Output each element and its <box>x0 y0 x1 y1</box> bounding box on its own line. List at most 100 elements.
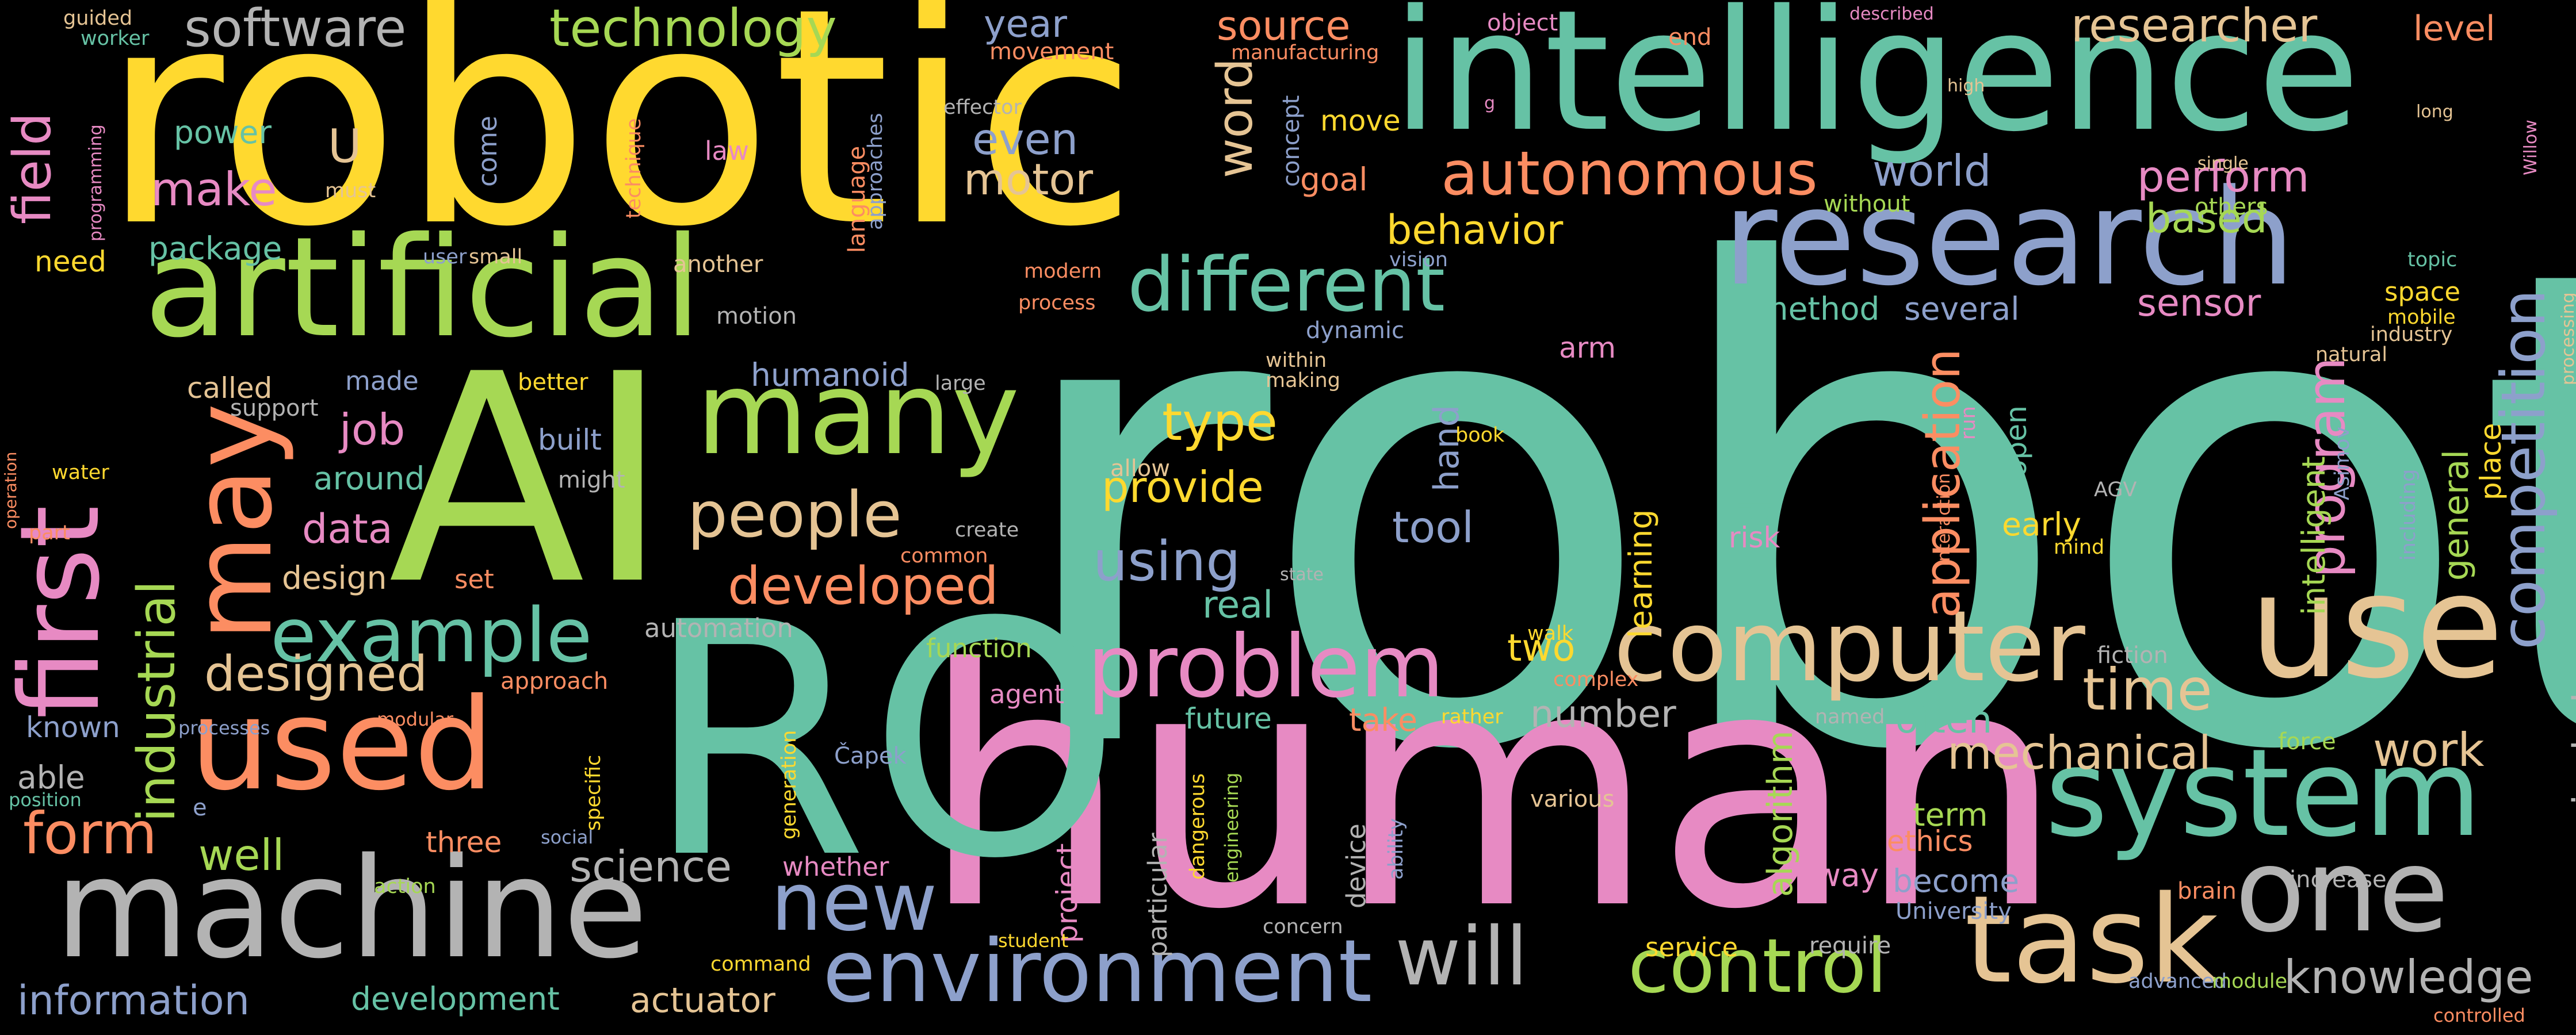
word-approach: approach <box>500 668 609 695</box>
word-package: package <box>148 230 282 267</box>
word-well: well <box>198 830 285 880</box>
word-place: place <box>2474 423 2508 500</box>
word-used: used <box>190 671 495 818</box>
word-advanced: advanced <box>2128 970 2227 993</box>
word-form: form <box>23 800 158 867</box>
word-data: data <box>302 505 393 553</box>
word-actuator: actuator <box>630 980 775 1021</box>
word-complex: complex <box>1553 668 1639 691</box>
word-type: type <box>1162 392 1278 453</box>
word-known: known <box>26 711 120 744</box>
word-designed: designed <box>204 646 428 703</box>
word-book: book <box>1455 424 1505 447</box>
word-worker: worker <box>81 27 150 50</box>
word-various: various <box>1530 786 1615 812</box>
word-command: command <box>710 953 811 976</box>
word-programming: programming <box>86 124 106 241</box>
word-researcher: researcher <box>2071 0 2318 52</box>
word-word: word <box>1207 58 1264 178</box>
word-particular: particular <box>1142 833 1173 957</box>
word-approaches: approaches <box>864 113 887 230</box>
word-need: need <box>35 245 106 278</box>
word-goal: goal <box>1300 161 1368 198</box>
word-device: device <box>1341 823 1371 908</box>
word-environment: environment <box>823 922 1373 1022</box>
word-effector: effector <box>943 96 1022 119</box>
word-built: built <box>538 423 602 457</box>
word-people: people <box>687 478 902 551</box>
word-called: called <box>187 371 273 405</box>
word-algorithm: algorithm <box>1760 730 1801 897</box>
word-provide: provide <box>1102 462 1264 512</box>
word-modern: modern <box>1024 260 1102 283</box>
word-two: two <box>1507 627 1576 670</box>
word-object: object <box>1487 10 1558 36</box>
word-task: task <box>1965 869 2219 1010</box>
word-social: social <box>541 826 594 848</box>
word-computer: computer <box>1614 590 2085 704</box>
word-move: move <box>1320 104 1401 137</box>
word-single: single <box>2197 154 2249 174</box>
word-asimov: Asimov <box>2331 426 2354 500</box>
word-autonomous: autonomous <box>1441 139 1818 209</box>
word-controlled: controlled <box>2433 1005 2525 1026</box>
word-will: will <box>1395 910 1528 1004</box>
word-power: power <box>174 114 272 151</box>
word-service: service <box>1645 932 1738 963</box>
word-processes: processes <box>178 717 270 739</box>
word-artificial: artificial <box>144 207 702 368</box>
word-within: within <box>1266 349 1327 372</box>
word-end: end <box>1668 24 1712 51</box>
word-force: force <box>2278 729 2336 755</box>
word-dangerous: dangerous <box>1186 773 1209 880</box>
word-willow: Willow <box>2521 120 2541 175</box>
word-time: time <box>2082 656 2212 723</box>
word-manufacturing: manufacturing <box>1231 41 1379 64</box>
word-ai: AI <box>388 313 670 647</box>
word-based: based <box>2146 195 2268 242</box>
word-often: often <box>1895 699 1993 742</box>
word-knowledge: knowledge <box>2284 950 2533 1004</box>
word-water: water <box>52 461 109 484</box>
word-number: number <box>1530 693 1676 736</box>
word-another: another <box>673 251 763 278</box>
word-behavior: behavior <box>1386 206 1564 254</box>
word-intelligent: intelligent <box>2295 456 2332 615</box>
word-control: control <box>1628 922 1887 1010</box>
word-world: world <box>1872 145 1992 196</box>
word-system: system <box>2045 723 2482 864</box>
word-vision: vision <box>1389 248 1448 271</box>
word-student: student <box>998 930 1069 952</box>
word-job: job <box>339 404 406 455</box>
word-set: set <box>454 564 494 595</box>
word-high: high <box>1947 76 1985 96</box>
word-process: process <box>1018 292 1096 315</box>
word-arm: arm <box>1559 331 1616 365</box>
word-common: common <box>900 545 988 568</box>
word-way: way <box>1815 857 1879 894</box>
word-without: without <box>1824 191 1910 217</box>
word-machine: machine <box>55 828 648 989</box>
word-engineering: engineering <box>1221 772 1243 883</box>
word-many: many <box>696 347 1020 481</box>
word-sensor: sensor <box>2137 282 2261 325</box>
word-human: human <box>920 600 2065 981</box>
word-development: development <box>351 980 560 1017</box>
word-source: source <box>1217 2 1351 49</box>
word-information: information <box>17 977 250 1024</box>
word-module: module <box>2212 970 2288 993</box>
word-rather: rather <box>1441 706 1503 729</box>
word-support: support <box>230 395 319 421</box>
word-part: part <box>29 522 70 545</box>
word-developed: developed <box>728 556 999 616</box>
word-industry: industry <box>2370 323 2453 346</box>
word-new: new <box>771 856 938 949</box>
word-use: use <box>2249 543 2504 710</box>
word-function: function <box>926 633 1032 664</box>
word-making: making <box>1266 369 1340 392</box>
word-several: several <box>1904 290 2020 327</box>
word-example: example <box>270 592 593 679</box>
word-concept: concept <box>1278 95 1305 187</box>
word-user: user <box>423 246 467 269</box>
